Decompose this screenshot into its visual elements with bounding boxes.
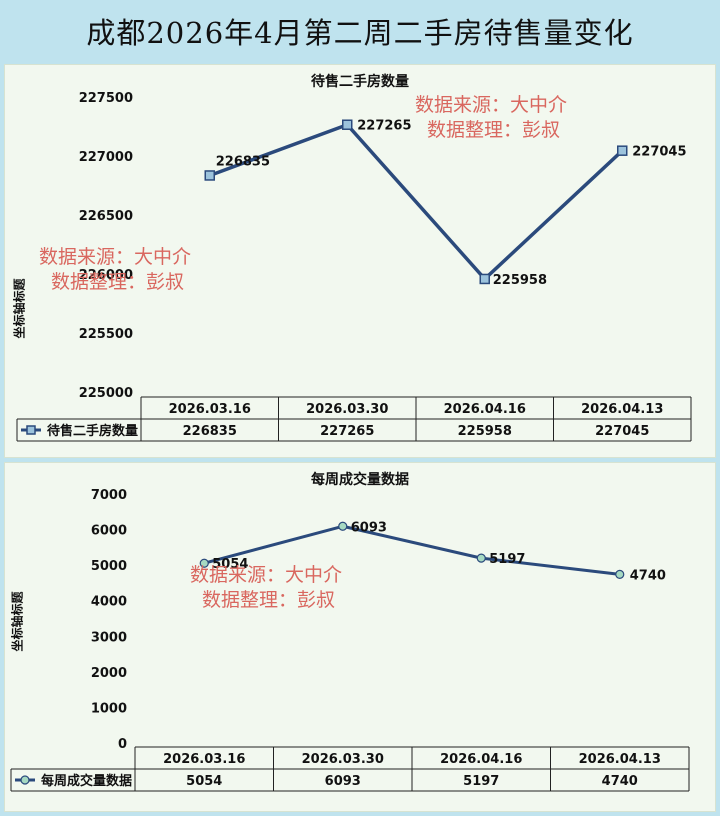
data-point — [617, 145, 628, 156]
x-category-label: 2026.03.30 — [302, 752, 384, 767]
data-label: 227045 — [632, 145, 686, 160]
x-category-label: 2026.04.13 — [581, 402, 663, 417]
data-point — [615, 569, 625, 579]
y-tick-label: 225500 — [79, 327, 133, 342]
x-category-label: 2026.03.16 — [163, 752, 245, 767]
table-value-cell: 225958 — [458, 424, 512, 439]
y-tick-label: 225000 — [79, 386, 133, 401]
y-tick-label: 226000 — [79, 268, 133, 283]
table-value-cell: 226835 — [183, 424, 237, 439]
legend-label: 待售二手房数量 — [46, 423, 138, 439]
data-label: 5197 — [489, 552, 525, 567]
y-tick-label: 0 — [118, 737, 127, 752]
x-category-label: 2026.04.13 — [579, 752, 661, 767]
legend-marker — [26, 425, 36, 435]
y-tick-label: 227500 — [79, 91, 133, 106]
table-value-cell: 5197 — [463, 774, 499, 789]
series-line — [203, 524, 620, 576]
y-tick-label: 226500 — [79, 209, 133, 224]
watermark: 数据来源：大中介 数据整理：彭叔 — [190, 564, 343, 611]
x-category-label: 2026.03.30 — [306, 402, 388, 417]
chart-plot-transactions: 0 1000 2000 3000 4000 5000 6000 7000 2026.03.16 2… — [10, 488, 690, 792]
y-tick-label: 2000 — [91, 666, 127, 681]
y-tick-label: 7000 — [91, 488, 127, 503]
x-category-label: 2026.04.16 — [440, 752, 522, 767]
table-value-cell: 227265 — [320, 424, 374, 439]
watermark: 数据来源：大中介 数据整理：彭叔 — [39, 246, 192, 293]
chart-title: 待售二手房数量 — [311, 74, 409, 90]
data-point — [342, 119, 353, 130]
data-label: 227265 — [357, 119, 411, 134]
y-tick-label: 3000 — [91, 630, 127, 645]
data-label: 6093 — [351, 520, 387, 535]
data-point — [338, 521, 348, 531]
y-tick-label: 6000 — [91, 524, 127, 539]
chart-plot-inventory: 225000 225500 226000 226500 227000 227500 2026… — [16, 91, 692, 442]
chart-panel-inventory: 待售二手房数量 坐标轴标题 225000 225500 226000 226500 22… — [4, 64, 716, 458]
y-tick-label: 4000 — [91, 595, 127, 610]
legend-marker — [20, 775, 30, 785]
series-line — [209, 122, 624, 281]
y-tick-label: 5000 — [91, 559, 127, 574]
x-category-label: 2026.04.16 — [444, 402, 526, 417]
data-point — [199, 558, 209, 568]
table-value-cell: 4740 — [602, 774, 638, 789]
x-category-label: 2026.03.16 — [169, 402, 251, 417]
data-label: 226835 — [216, 154, 270, 169]
legend-label: 每周成交量数据 — [41, 773, 132, 789]
y-tick-label: 1000 — [91, 701, 127, 716]
data-label: 4740 — [630, 568, 666, 583]
table-value-cell: 6093 — [325, 774, 361, 789]
chart-panel-transactions: 每周成交量数据 坐标轴标题 0 1000 2000 3000 4000 5000 6000 7… — [4, 462, 716, 812]
y-tick-label: 227000 — [79, 150, 133, 165]
chart-title: 每周成交量数据 — [311, 472, 409, 488]
data-point — [476, 553, 486, 563]
watermark: 数据来源：大中介 数据整理：彭叔 — [415, 94, 568, 141]
data-label: 5054 — [212, 557, 248, 572]
data-label: 225958 — [493, 273, 547, 288]
data-point — [479, 273, 490, 285]
data-point — [204, 170, 215, 181]
table-value-cell: 5054 — [186, 774, 222, 789]
page-title: 成都2026年4月第二周二手房待售量变化 — [86, 16, 634, 50]
table-value-cell: 227045 — [595, 424, 649, 439]
